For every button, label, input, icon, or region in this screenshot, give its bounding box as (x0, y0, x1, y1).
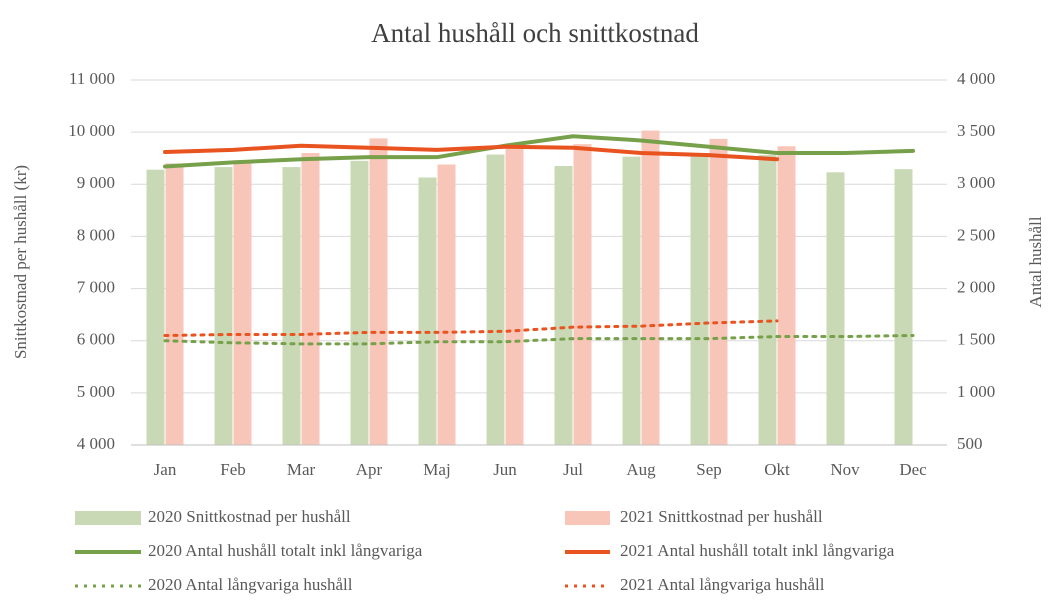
y2-tick-label: 1 500 (957, 330, 995, 349)
legend-label: 2021 Antal hushåll totalt inkl långvarig… (620, 541, 895, 560)
bar (437, 164, 456, 445)
x-tick-label: Aug (626, 460, 656, 479)
line (163, 319, 779, 337)
y-tick-label: 8 000 (77, 225, 115, 244)
legend-label: 2021 Antal långvariga hushåll (620, 575, 825, 594)
x-tick-label: Maj (423, 460, 450, 479)
y-tick-label: 7 000 (77, 277, 115, 296)
bar (826, 172, 845, 446)
bar (282, 167, 301, 446)
bar (573, 144, 592, 445)
legend-label: 2021 Snittkostnad per hushåll (620, 507, 823, 526)
y2-tick-label: 4 000 (957, 69, 995, 88)
bar (622, 156, 641, 445)
y2-tick-label: 2 000 (957, 277, 995, 296)
legend-label: 2020 Antal hushåll totalt inkl långvarig… (148, 541, 423, 560)
y-tick-label: 6 000 (77, 330, 115, 349)
legend-label: 2020 Antal långvariga hushåll (148, 575, 353, 594)
y-tick-label: 11 000 (69, 69, 115, 88)
bar (777, 146, 796, 445)
bar (146, 169, 165, 445)
y-tick-label: 9 000 (77, 173, 115, 192)
bar (758, 155, 777, 446)
y2-tick-label: 2 500 (957, 225, 995, 244)
y2-tick-label: 1 000 (957, 382, 995, 401)
y-tick-label: 4 000 (77, 434, 115, 453)
bar (301, 153, 320, 445)
line (163, 143, 779, 162)
x-tick-label: Okt (764, 460, 790, 479)
y-axis-title: Snittkostnad per hushåll (kr) (11, 165, 30, 359)
y2-tick-label: 3 500 (957, 121, 995, 140)
legend-label: 2020 Snittkostnad per hushåll (148, 507, 351, 526)
legend-swatch (75, 511, 141, 525)
bar (505, 143, 524, 445)
bar (894, 169, 913, 445)
bar (690, 153, 709, 445)
x-tick-label: Mar (287, 460, 316, 479)
y2-tick-label: 3 000 (957, 173, 995, 192)
bar (369, 138, 388, 445)
bar (486, 154, 505, 446)
bar (165, 163, 184, 445)
bar (418, 177, 437, 445)
x-tick-label: Sep (696, 460, 722, 479)
bar (350, 160, 369, 446)
bar (641, 130, 660, 446)
x-tick-label: Jul (563, 460, 583, 479)
bar (233, 160, 252, 446)
line (163, 134, 915, 169)
y2-tick-label: 500 (957, 434, 983, 453)
chart-title: Antal hushåll och snittkostnad (371, 18, 699, 48)
x-tick-label: Feb (220, 460, 246, 479)
legend-swatch (565, 511, 610, 525)
y2-axis-title: Antal hushåll (1026, 216, 1045, 307)
x-tick-label: Jan (154, 460, 177, 479)
bar (554, 166, 573, 446)
bar (709, 138, 728, 445)
y-tick-label: 5 000 (77, 382, 115, 401)
x-tick-label: Jun (493, 460, 517, 479)
line (163, 334, 915, 346)
x-tick-label: Dec (899, 460, 927, 479)
x-tick-label: Apr (356, 460, 383, 479)
bar (214, 167, 233, 446)
x-tick-label: Nov (830, 460, 860, 479)
y-tick-label: 10 000 (68, 121, 115, 140)
